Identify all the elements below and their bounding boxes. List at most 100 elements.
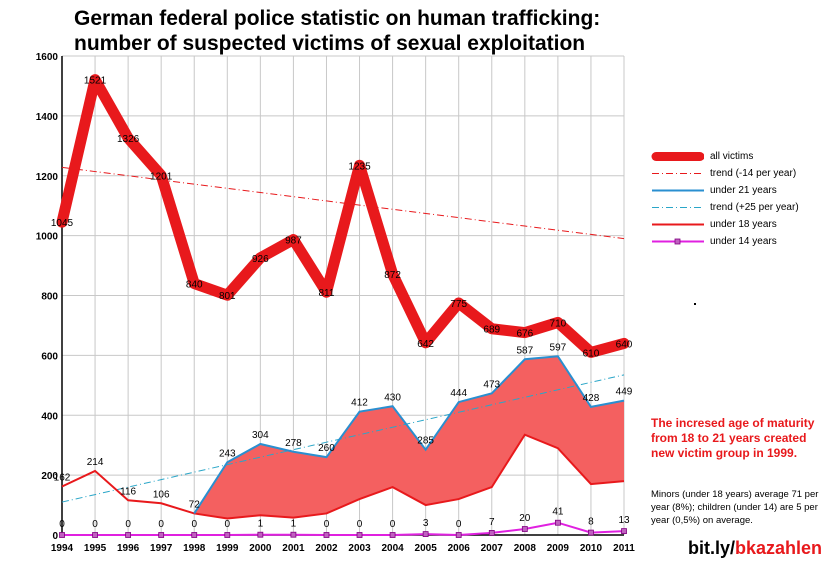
area-under21-band [194,356,624,519]
data-label-under21: 412 [351,398,368,409]
y-tick-label: 1400 [36,112,59,123]
x-tick-label: 2008 [514,543,537,554]
data-label-under21: 428 [583,393,600,404]
legend-item-all-victims: all victims [648,148,833,165]
x-tick-label: 1995 [84,543,107,554]
y-tick-label: 1600 [36,52,59,63]
data-label-under14: 41 [552,507,564,518]
legend-swatch-trend-21 [652,207,704,208]
data-label-all-victims: 610 [583,348,600,359]
series-point-under14 [488,530,495,536]
data-label-under21: 285 [417,436,434,447]
x-tick-label: 1996 [117,543,140,554]
data-label-under21: 444 [450,388,467,399]
data-label-all-victims: 775 [450,299,467,310]
data-label-under14: 0 [191,519,197,530]
x-tick-label: 2004 [381,543,404,554]
y-tick-label: 1000 [36,232,59,243]
data-label-all-victims: 676 [516,329,533,340]
data-label-all-victims: 1201 [150,171,173,182]
legend-label-under-18: under 18 years [710,219,777,230]
data-label-under14: 0 [390,519,396,530]
series-point-under14 [621,528,627,535]
data-label-under14: 0 [158,519,164,530]
y-tick-label: 200 [41,471,58,482]
series-point-under14 [290,531,297,538]
data-label-under21: 72 [189,499,201,510]
data-label-under14: 1 [258,519,264,530]
legend-marker [674,238,681,245]
series-point-under14 [422,531,429,538]
data-label-under21: 597 [550,342,567,353]
data-label-under21: 278 [285,438,302,449]
data-label-under14: 0 [125,519,131,530]
data-label-all-victims: 987 [285,236,302,247]
trend-line-all [61,166,625,240]
y-tick-label: 400 [41,411,58,422]
data-label-under14: 3 [423,518,429,529]
series-point-under14 [257,531,264,538]
data-label-all-victims: 840 [186,280,203,291]
series-point-under14 [125,532,132,538]
stray-dot [694,303,696,305]
data-label-all-victims: 872 [384,270,401,281]
series-line-under18 [61,433,625,520]
data-label-all-victims: 1521 [84,76,107,87]
data-label-all-victims: 811 [318,288,334,299]
y-tick-label: 800 [41,292,58,303]
series-point-under14 [588,529,594,536]
data-label-under14: 7 [489,517,495,528]
x-tick-label: 1994 [51,543,74,554]
x-tick-label: 2010 [580,543,603,554]
data-label-under14: 0 [324,519,330,530]
series-point-under14 [554,519,561,526]
annotation-maturity-note: The incresed age of maturity from 18 to … [651,416,815,460]
x-tick-label: 1998 [183,543,206,554]
data-label-under14: 20 [519,513,531,524]
legend-swatch-under-21 [652,189,704,192]
trend-line-under21 [61,374,625,503]
series-point-under14 [92,532,98,538]
data-label-all-victims: 926 [252,254,269,265]
series-point-under14 [59,532,65,538]
legend-label-trend-21: trend (+25 per year) [710,202,799,213]
series-point-under14 [389,532,396,538]
data-label-under14: 8 [588,517,594,528]
data-label-all-victims: 801 [219,291,236,302]
legend-item-trend-all: trend (-14 per year) [648,165,833,182]
data-label-under14: 13 [618,515,630,526]
data-label-under18: 214 [87,457,104,468]
series-point-under14 [191,532,198,538]
x-tick-label: 2005 [415,543,438,554]
series-point-under14 [356,532,363,538]
x-tick-label: 1997 [150,543,173,554]
legend-swatch-under-18 [652,223,704,226]
x-tick-label: 2007 [481,543,504,554]
source-link[interactable]: bit.ly/bkazahlen [688,538,822,559]
source-link-accent: bkazahlen [735,538,823,558]
data-label-under21: 243 [219,448,236,459]
legend-swatch-trend-all [652,173,704,174]
data-label-under18: 116 [120,486,136,497]
x-tick-label: 2002 [315,543,338,554]
series-point-under14 [323,532,330,538]
data-label-under18: 162 [54,473,71,484]
annotation-minors-note: Minors (under 18 years) average 71 per y… [651,489,819,526]
legend-label-under-21: under 21 years [710,185,777,196]
x-tick-label: 2000 [249,543,272,554]
legend-label-trend-all: trend (-14 per year) [710,168,797,179]
data-label-all-victims: 689 [483,325,500,336]
data-label-under21: 304 [252,430,269,441]
data-label-under14: 0 [225,519,231,530]
data-label-under14: 1 [291,519,297,530]
data-label-all-victims: 1045 [51,218,74,229]
data-label-under14: 0 [92,519,98,530]
series-line-under14 [62,521,625,537]
legend-swatch-under-14 [652,238,704,245]
data-label-under14: 0 [456,519,462,530]
series-point-under14 [455,532,462,538]
data-label-under21: 587 [516,345,533,356]
data-label-all-victims: 1235 [348,161,371,172]
x-tick-label: 1999 [216,543,239,554]
